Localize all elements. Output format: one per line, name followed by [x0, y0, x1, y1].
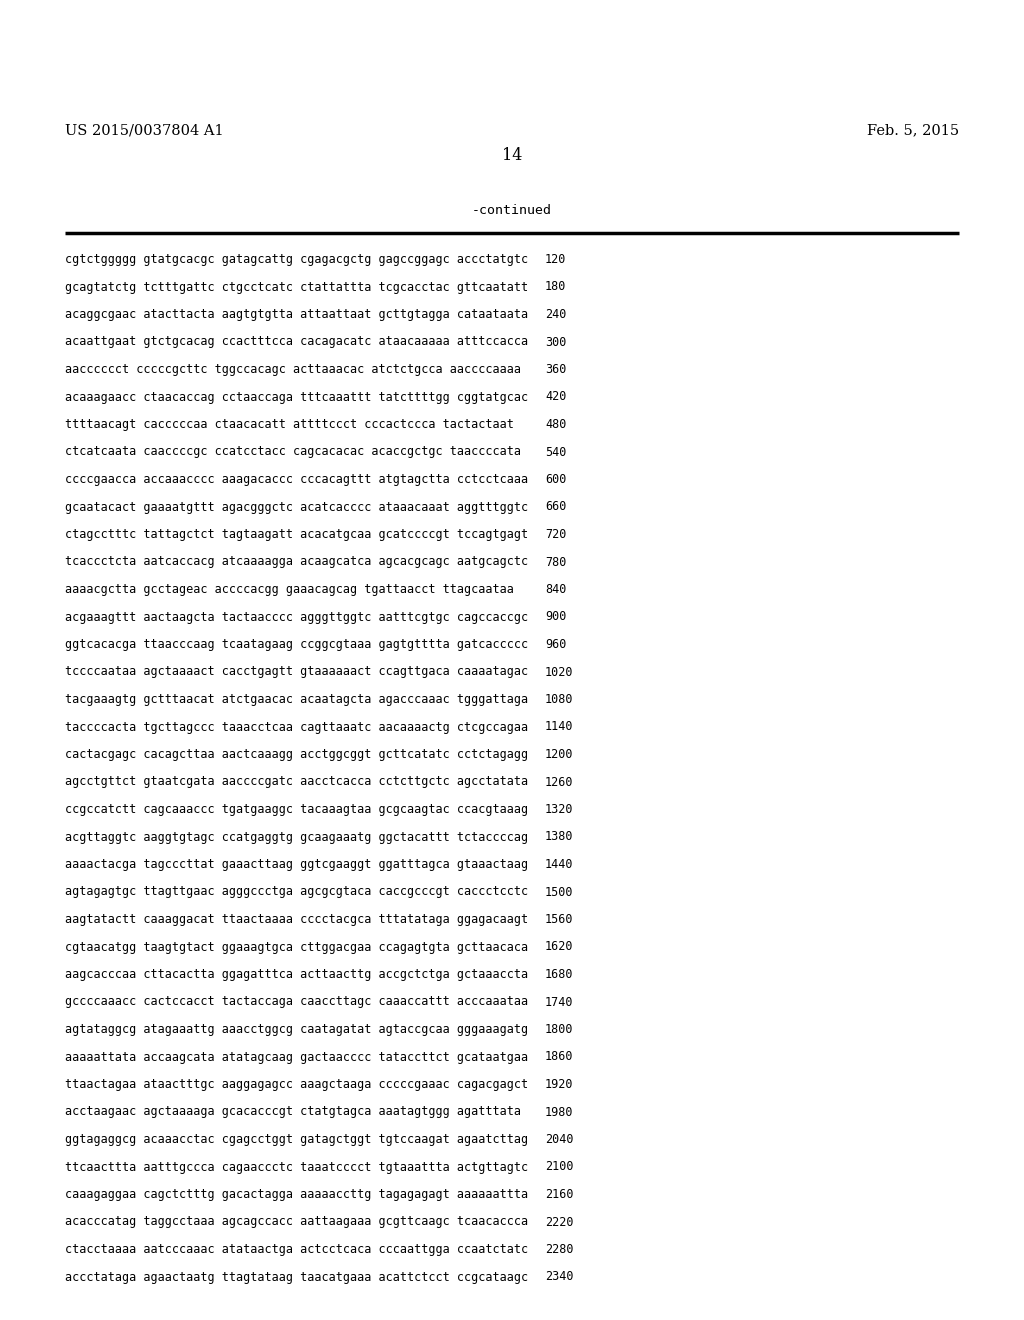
Text: 1560: 1560 — [545, 913, 573, 927]
Text: 1380: 1380 — [545, 830, 573, 843]
Text: 2040: 2040 — [545, 1133, 573, 1146]
Text: taccccacta tgcttagccc taaacctcaa cagttaaatc aacaaaactg ctcgccagaa: taccccacta tgcttagccc taaacctcaa cagttaa… — [65, 721, 528, 734]
Text: ccccgaacca accaaacccc aaagacaccc cccacagttt atgtagctta cctcctcaaa: ccccgaacca accaaacccc aaagacaccc cccacag… — [65, 473, 528, 486]
Text: 600: 600 — [545, 473, 566, 486]
Text: Feb. 5, 2015: Feb. 5, 2015 — [867, 123, 959, 137]
Text: 1140: 1140 — [545, 721, 573, 734]
Text: 1980: 1980 — [545, 1106, 573, 1118]
Text: acaattgaat gtctgcacag ccactttcca cacagacatc ataacaaaaa atttccacca: acaattgaat gtctgcacag ccactttcca cacagac… — [65, 335, 528, 348]
Text: acgttaggtc aaggtgtagc ccatgaggtg gcaagaaatg ggctacattt tctaccccag: acgttaggtc aaggtgtagc ccatgaggtg gcaagaa… — [65, 830, 528, 843]
Text: acctaagaac agctaaaaga gcacacccgt ctatgtagca aaatagtggg agatttata: acctaagaac agctaaaaga gcacacccgt ctatgta… — [65, 1106, 521, 1118]
Text: 360: 360 — [545, 363, 566, 376]
Text: 2100: 2100 — [545, 1160, 573, 1173]
Text: ctagcctttc tattagctct tagtaagatt acacatgcaa gcatccccgt tccagtgagt: ctagcctttc tattagctct tagtaagatt acacatg… — [65, 528, 528, 541]
Text: acaaagaacc ctaacaccag cctaaccaga tttcaaattt tatcttttgg cggtatgcac: acaaagaacc ctaacaccag cctaaccaga tttcaaa… — [65, 391, 528, 404]
Text: 1860: 1860 — [545, 1051, 573, 1064]
Text: accctataga agaactaatg ttagtataag taacatgaaa acattctcct ccgcataagc: accctataga agaactaatg ttagtataag taacatg… — [65, 1270, 528, 1283]
Text: 960: 960 — [545, 638, 566, 651]
Text: 660: 660 — [545, 500, 566, 513]
Text: ctcatcaata caaccccgc ccatcctacc cagcacacac acaccgctgc taaccccata: ctcatcaata caaccccgc ccatcctacc cagcacac… — [65, 446, 521, 458]
Text: 780: 780 — [545, 556, 566, 569]
Text: acaggcgaac atacttacta aagtgtgtta attaattaat gcttgtagga cataataata: acaggcgaac atacttacta aagtgtgtta attaatt… — [65, 308, 528, 321]
Text: 300: 300 — [545, 335, 566, 348]
Text: caaagaggaa cagctctttg gacactagga aaaaaccttg tagagagagt aaaaaattta: caaagaggaa cagctctttg gacactagga aaaaacc… — [65, 1188, 528, 1201]
Text: 14: 14 — [502, 147, 522, 164]
Text: ggtagaggcg acaaacctac cgagcctggt gatagctggt tgtccaagat agaatcttag: ggtagaggcg acaaacctac cgagcctggt gatagct… — [65, 1133, 528, 1146]
Text: 1440: 1440 — [545, 858, 573, 871]
Text: 540: 540 — [545, 446, 566, 458]
Text: aaaaattata accaagcata atatagcaag gactaacccc tataccttct gcataatgaa: aaaaattata accaagcata atatagcaag gactaac… — [65, 1051, 528, 1064]
Text: 1020: 1020 — [545, 665, 573, 678]
Text: ctacctaaaa aatcccaaac atataactga actcctcaca cccaattgga ccaatctatc: ctacctaaaa aatcccaaac atataactga actcctc… — [65, 1243, 528, 1257]
Text: 840: 840 — [545, 583, 566, 597]
Text: acgaaagttt aactaagcta tactaacccc agggttggtc aatttcgtgc cagccaccgc: acgaaagttt aactaagcta tactaacccc agggttg… — [65, 610, 528, 623]
Text: 1260: 1260 — [545, 776, 573, 788]
Text: agtagagtgc ttagttgaac agggccctga agcgcgtaca caccgcccgt caccctcctc: agtagagtgc ttagttgaac agggccctga agcgcgt… — [65, 886, 528, 899]
Text: 1800: 1800 — [545, 1023, 573, 1036]
Text: 2160: 2160 — [545, 1188, 573, 1201]
Text: -continued: -continued — [472, 203, 552, 216]
Text: cgtctggggg gtatgcacgc gatagcattg cgagacgctg gagccggagc accctatgtc: cgtctggggg gtatgcacgc gatagcattg cgagacg… — [65, 253, 528, 267]
Text: 1320: 1320 — [545, 803, 573, 816]
Text: aaaacgctta gcctageac accccacgg gaaacagcag tgattaacct ttagcaataa: aaaacgctta gcctageac accccacgg gaaacagca… — [65, 583, 514, 597]
Text: 1500: 1500 — [545, 886, 573, 899]
Text: 480: 480 — [545, 418, 566, 432]
Text: gcagtatctg tctttgattc ctgcctcatc ctattattta tcgcacctac gttcaatatt: gcagtatctg tctttgattc ctgcctcatc ctattat… — [65, 281, 528, 293]
Text: aacccccct cccccgcttc tggccacagc acttaaacac atctctgcca aaccccaaaa: aacccccct cccccgcttc tggccacagc acttaaac… — [65, 363, 521, 376]
Text: 1920: 1920 — [545, 1078, 573, 1092]
Text: 1200: 1200 — [545, 748, 573, 762]
Text: 900: 900 — [545, 610, 566, 623]
Text: 2280: 2280 — [545, 1243, 573, 1257]
Text: US 2015/0037804 A1: US 2015/0037804 A1 — [65, 123, 223, 137]
Text: 120: 120 — [545, 253, 566, 267]
Text: agcctgttct gtaatcgata aaccccgatc aacctcacca cctcttgctc agcctatata: agcctgttct gtaatcgata aaccccgatc aacctca… — [65, 776, 528, 788]
Text: aagcacccaa cttacactta ggagatttca acttaacttg accgctctga gctaaaccta: aagcacccaa cttacactta ggagatttca acttaac… — [65, 968, 528, 981]
Text: cgtaacatgg taagtgtact ggaaagtgca cttggacgaa ccagagtgta gcttaacaca: cgtaacatgg taagtgtact ggaaagtgca cttggac… — [65, 940, 528, 953]
Text: 240: 240 — [545, 308, 566, 321]
Text: cactacgagc cacagcttaa aactcaaagg acctggcggt gcttcatatc cctctagagg: cactacgagc cacagcttaa aactcaaagg acctggc… — [65, 748, 528, 762]
Text: tcaccctcta aatcaccacg atcaaaagga acaagcatca agcacgcagc aatgcagctc: tcaccctcta aatcaccacg atcaaaagga acaagca… — [65, 556, 528, 569]
Text: gcaatacact gaaaatgttt agacgggctc acatcacccc ataaacaaat aggtttggtc: gcaatacact gaaaatgttt agacgggctc acatcac… — [65, 500, 528, 513]
Text: aaaactacga tagcccttat gaaacttaag ggtcgaaggt ggatttagca gtaaactaag: aaaactacga tagcccttat gaaacttaag ggtcgaa… — [65, 858, 528, 871]
Text: tacgaaagtg gctttaacat atctgaacac acaatagcta agacccaaac tgggattaga: tacgaaagtg gctttaacat atctgaacac acaatag… — [65, 693, 528, 706]
Text: 1620: 1620 — [545, 940, 573, 953]
Text: 1080: 1080 — [545, 693, 573, 706]
Text: 420: 420 — [545, 391, 566, 404]
Text: 2340: 2340 — [545, 1270, 573, 1283]
Text: 2220: 2220 — [545, 1216, 573, 1229]
Text: ttcaacttta aatttgccca cagaaccctc taaatcccct tgtaaattta actgttagtc: ttcaacttta aatttgccca cagaaccctc taaatcc… — [65, 1160, 528, 1173]
Text: ccgccatctt cagcaaaccc tgatgaaggc tacaaagtaa gcgcaagtac ccacgtaaag: ccgccatctt cagcaaaccc tgatgaaggc tacaaag… — [65, 803, 528, 816]
Text: ggtcacacga ttaacccaag tcaatagaag ccggcgtaaa gagtgtttta gatcaccccc: ggtcacacga ttaacccaag tcaatagaag ccggcgt… — [65, 638, 528, 651]
Text: ttttaacagt cacccccaa ctaacacatt attttccct cccactccca tactactaat: ttttaacagt cacccccaa ctaacacatt attttccc… — [65, 418, 514, 432]
Text: aagtatactt caaaggacat ttaactaaaa cccctacgca tttatataga ggagacaagt: aagtatactt caaaggacat ttaactaaaa cccctac… — [65, 913, 528, 927]
Text: 180: 180 — [545, 281, 566, 293]
Text: ttaactagaa ataactttgc aaggagagcc aaagctaaga cccccgaaac cagacgagct: ttaactagaa ataactttgc aaggagagcc aaagcta… — [65, 1078, 528, 1092]
Text: gccccaaacc cactccacct tactaccaga caaccttagc caaaccattt acccaaataa: gccccaaacc cactccacct tactaccaga caacctt… — [65, 995, 528, 1008]
Text: 1740: 1740 — [545, 995, 573, 1008]
Text: tccccaataa agctaaaact cacctgagtt gtaaaaaact ccagttgaca caaaatagac: tccccaataa agctaaaact cacctgagtt gtaaaaa… — [65, 665, 528, 678]
Text: 1680: 1680 — [545, 968, 573, 981]
Text: 720: 720 — [545, 528, 566, 541]
Text: acacccatag taggcctaaa agcagccacc aattaagaaa gcgttcaagc tcaacaccca: acacccatag taggcctaaa agcagccacc aattaag… — [65, 1216, 528, 1229]
Text: agtataggcg atagaaattg aaacctggcg caatagatat agtaccgcaa gggaaagatg: agtataggcg atagaaattg aaacctggcg caataga… — [65, 1023, 528, 1036]
